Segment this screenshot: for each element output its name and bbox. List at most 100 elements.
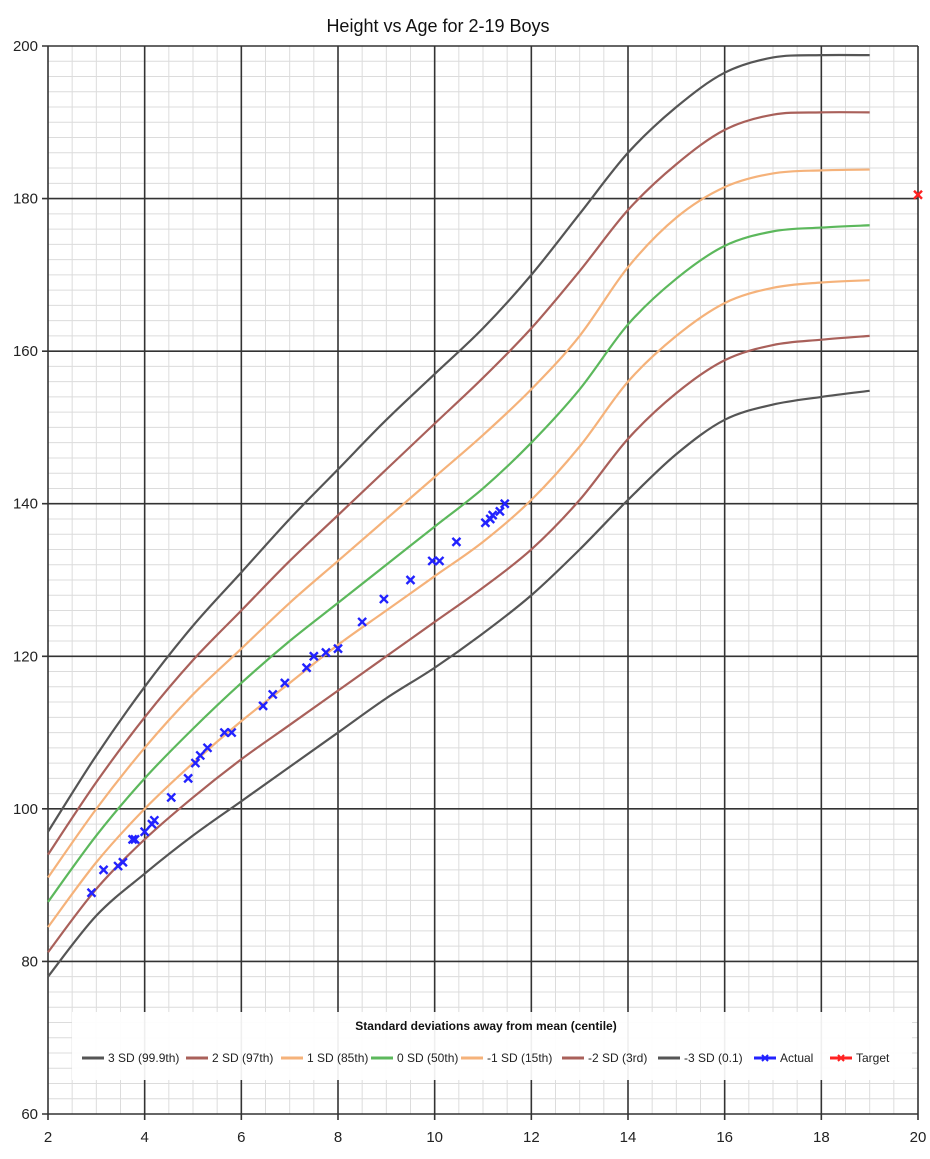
y-tick-label: 120 — [13, 648, 38, 665]
point-stroke — [202, 742, 213, 753]
point-stroke — [379, 594, 389, 604]
series-point-7 — [487, 510, 498, 521]
x-tick-label: 4 — [140, 1129, 148, 1146]
series-point-7 — [499, 498, 510, 509]
x-tick-label: 10 — [426, 1129, 443, 1146]
series-point-7 — [139, 826, 150, 837]
legend-label: -1 SD (15th) — [487, 1051, 552, 1065]
y-tick-label: 180 — [13, 191, 38, 208]
y-tick-label: 140 — [13, 496, 38, 513]
series-point-7 — [279, 678, 290, 688]
legend-item: 1 SD (85th) — [281, 1051, 368, 1065]
legend-label: 0 SD (50th) — [397, 1051, 458, 1065]
series-point-7 — [434, 556, 445, 566]
y-tick-label: 200 — [13, 38, 38, 55]
series-point-7 — [166, 792, 177, 803]
point-stroke — [495, 506, 505, 517]
series-point-7 — [127, 834, 138, 845]
point-stroke — [219, 727, 230, 738]
point-stroke — [451, 537, 462, 547]
point-stroke — [279, 678, 290, 688]
legend-label: Actual — [780, 1051, 813, 1065]
series-point-7 — [98, 865, 109, 875]
legend-item: 0 SD (50th) — [371, 1051, 458, 1065]
series-lines — [47, 53, 870, 978]
legend-label: -3 SD (0.1) — [684, 1051, 743, 1065]
series-point-7 — [195, 750, 206, 761]
series-line-5 — [47, 334, 870, 953]
point-stroke — [149, 815, 160, 826]
point-stroke — [301, 662, 312, 673]
series-point-7 — [86, 887, 97, 898]
series-point-8 — [913, 189, 923, 200]
series-point-7 — [149, 815, 160, 826]
series-point-7 — [202, 742, 213, 753]
series-line-6 — [47, 389, 870, 978]
legend-title: Standard deviations away from mean (cent… — [355, 1019, 616, 1033]
series-point-7 — [495, 506, 505, 517]
series-point-7 — [308, 651, 319, 662]
point-stroke — [258, 701, 268, 711]
point-stroke — [487, 510, 498, 521]
y-tick-label: 160 — [13, 343, 38, 360]
legend-item: Target — [830, 1051, 890, 1065]
legend-item: Actual — [754, 1051, 813, 1065]
point-stroke — [183, 773, 194, 784]
point-stroke — [86, 887, 97, 898]
point-stroke — [499, 498, 510, 509]
point-stroke — [98, 865, 109, 875]
series-point-7 — [118, 857, 128, 868]
point-stroke — [427, 556, 438, 566]
point-stroke — [357, 617, 368, 627]
series-point-7 — [379, 594, 389, 604]
series-point-7 — [226, 727, 237, 738]
x-tick-label: 2 — [44, 1129, 52, 1146]
point-stroke — [913, 189, 923, 200]
chart-title: Height vs Age for 2-19 Boys — [326, 16, 549, 36]
point-stroke — [321, 647, 331, 658]
y-tick-label: 100 — [13, 801, 38, 818]
y-tick-label: 80 — [21, 953, 38, 970]
legend-item: -2 SD (3rd) — [562, 1051, 647, 1065]
series-point-7 — [130, 834, 140, 845]
legend-item: 3 SD (99.9th) — [82, 1051, 179, 1065]
point-stroke — [139, 826, 150, 837]
x-tick-label: 16 — [716, 1129, 733, 1146]
series-point-7 — [301, 662, 312, 673]
y-tick-label: 60 — [21, 1106, 38, 1123]
legend-item: -1 SD (15th) — [461, 1051, 552, 1065]
series-point-7 — [405, 575, 416, 585]
point-stroke — [118, 857, 128, 868]
point-stroke — [195, 750, 206, 761]
legend-items: 3 SD (99.9th) 2 SD (97th) 1 SD (85th) 0 SD … — [82, 1051, 890, 1065]
series-line-0 — [47, 53, 870, 833]
series-point-7 — [451, 537, 462, 547]
point-stroke — [127, 834, 138, 845]
x-tick-label: 20 — [910, 1129, 927, 1146]
series-point-7 — [427, 556, 438, 566]
point-stroke — [190, 758, 201, 768]
legend-item: -3 SD (0.1) — [658, 1051, 743, 1065]
legend-marker — [761, 1054, 769, 1062]
legend-marker — [837, 1054, 845, 1062]
legend-label: 2 SD (97th) — [212, 1051, 273, 1065]
legend: Standard deviations away from mean (cent… — [72, 1012, 912, 1080]
legend-label: 3 SD (99.9th) — [108, 1051, 179, 1065]
x-tick-label: 18 — [813, 1129, 830, 1146]
series-line-4 — [47, 279, 870, 928]
series-points — [86, 189, 923, 898]
x-tick-label: 14 — [620, 1129, 637, 1146]
tick-labels: 2 4 6 8 10 12 14 16 18 20 60 80 100 120 140 160 180 200 — [13, 38, 926, 1146]
x-tick-label: 8 — [334, 1129, 342, 1146]
series-point-7 — [183, 773, 194, 784]
point-stroke — [226, 727, 237, 738]
series-point-7 — [219, 727, 230, 738]
point-stroke — [267, 689, 278, 700]
series-point-7 — [267, 689, 278, 700]
series-line-1 — [47, 111, 870, 856]
legend-label: -2 SD (3rd) — [588, 1051, 647, 1065]
series-point-7 — [190, 758, 201, 768]
series-point-7 — [333, 643, 343, 654]
series-line-3 — [47, 224, 870, 903]
point-stroke — [405, 575, 416, 585]
